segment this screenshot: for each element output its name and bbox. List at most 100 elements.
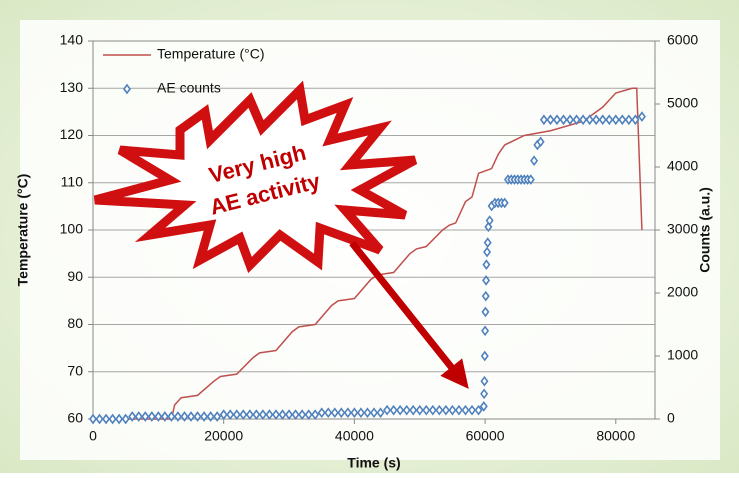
x-tick-label: 80000 [596,428,635,444]
ae-marker [585,114,594,126]
ae-marker [317,407,326,419]
ae-marker [552,114,561,126]
ae-marker [637,111,646,122]
ae-marker [219,409,228,420]
ae-marker [271,409,280,420]
ae-marker [383,404,392,416]
ae-marker [173,411,182,422]
ae-marker [598,114,607,126]
ae-marker [454,404,463,416]
ae-marker [481,306,490,318]
x-axis-title: Time (s) [347,455,400,471]
ae-marker [546,114,555,126]
ae-marker [291,409,300,420]
x-tick-label: 40000 [335,428,374,444]
y-tick-label: 70 [67,362,83,378]
ae-marker [631,114,640,126]
ae-marker [213,411,222,422]
ae-marker [480,388,489,400]
ae-marker [206,411,215,422]
y-axis-title: Temperature (°C) [15,174,31,287]
ae-marker [258,409,267,420]
ae-marker [304,409,313,420]
ae-marker [115,413,124,425]
ae-marker [298,409,307,420]
ae-marker [89,413,97,425]
ae-marker [330,407,339,419]
ae-marker [402,404,411,416]
ae-marker [187,411,196,422]
ae-marker [480,350,489,362]
y-tick-label: 100 [60,221,84,237]
ae-marker [480,375,489,387]
ae-marker [226,409,235,420]
ae-marker [128,411,137,422]
ae-marker [370,407,378,419]
ae-marker [618,114,627,126]
y2-tick-label: 6000 [667,32,698,48]
ae-marker [337,407,346,419]
ae-marker [95,413,104,425]
ae-marker [232,409,241,420]
ae-marker [566,114,575,126]
y-tick-label: 120 [60,126,84,142]
ae-marker [311,409,320,420]
y2-tick-label: 1000 [667,347,698,363]
ae-marker [147,411,156,422]
ae-marker [160,411,169,422]
y2-tick-label: 2000 [667,284,698,300]
ae-marker [605,114,614,126]
y2-tick-label: 4000 [667,158,698,174]
ae-marker [245,409,254,420]
ae-marker [343,407,352,419]
y2-tick-label: 0 [667,410,675,426]
ae-marker [474,404,483,416]
axes: 60 70 80 90 100 110 120 130 140 0 1000 2000 3000 4000… [60,32,699,444]
ae-marker [350,407,359,419]
annotation: Very high AE activity [93,80,469,389]
ae-marker [409,404,418,416]
ae-marker [108,413,117,425]
ae-marker [468,404,477,416]
legend-swatch [123,83,131,95]
y-tick-label: 80 [67,315,83,331]
plot-frame [92,40,656,420]
legend-label: Temperature (°C) [157,46,265,62]
ae-marker [481,290,490,302]
ae-marker [624,114,633,126]
ae-marker [441,404,450,416]
ae-marker [363,407,372,419]
ae-marker [422,404,431,416]
y-tick-label: 140 [60,32,84,48]
ae-marker [479,401,488,412]
ae-marker [102,413,111,425]
ae-marker [252,409,261,420]
ae-marker [530,155,539,167]
ae-marker [500,197,509,209]
ae-marker [483,237,492,248]
ae-marker [265,409,274,420]
ae-marker [482,259,491,270]
ae-marker [376,407,385,419]
legend-label: AE counts [157,80,221,96]
ae-marker [559,114,568,126]
ae-marker [579,114,588,126]
ae-marker [141,411,150,422]
y2-tick-label: 3000 [667,221,698,237]
y-tick-label: 110 [61,173,84,189]
ae-marker [193,411,202,422]
ae-marker [539,114,548,126]
ae-marker [134,411,143,422]
ae-marker [396,404,405,416]
y2-tick-label: 5000 [667,95,698,111]
y-tick-label: 60 [67,410,83,426]
ae-marker [167,411,176,422]
starburst [93,80,418,274]
ae-marker [200,411,209,422]
ae-marker [415,404,424,416]
ae-marker [481,325,490,337]
y2-axis-title: Counts (a.u.) [697,187,713,273]
ae-marker [435,404,444,416]
